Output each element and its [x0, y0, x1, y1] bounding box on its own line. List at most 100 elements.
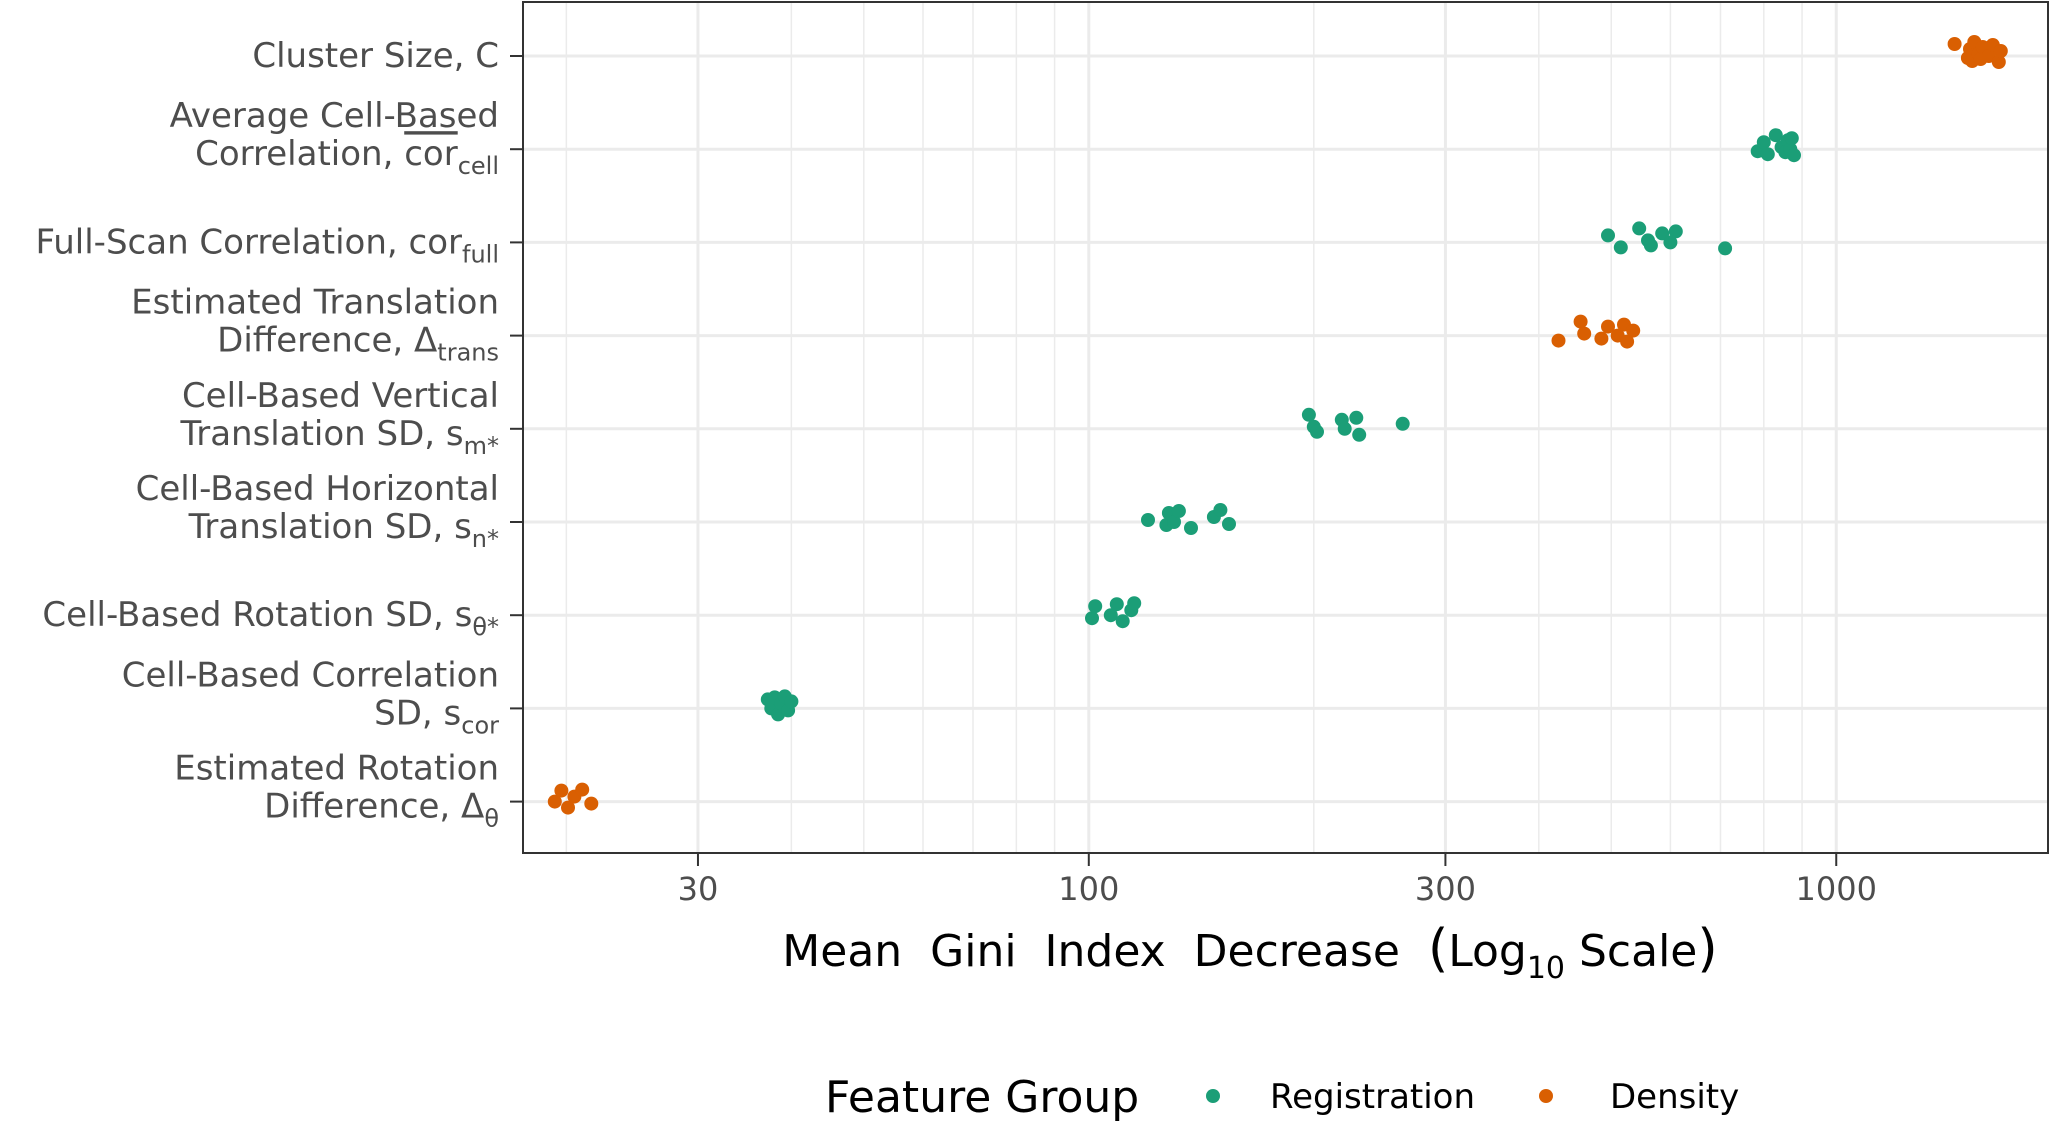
x-axis-title-log: Log: [1448, 926, 1527, 977]
point-registration: [1784, 131, 1799, 146]
x-tick-label: 1000: [1796, 870, 1877, 908]
y-label-text: SD, s: [374, 693, 461, 733]
point-density: [1620, 334, 1635, 349]
point-density: [1991, 55, 2006, 69]
y-axis: Cluster Size, C Average Cell-Based Correl…: [36, 36, 523, 833]
y-label-text: Average Cell-Based: [170, 96, 499, 136]
point-density: [1551, 333, 1566, 348]
y-label-text: Difference, Δ: [264, 787, 484, 827]
y-tick-label-line: Estimated Rotation: [174, 749, 499, 789]
point-registration: [1085, 611, 1099, 626]
point-registration: [1310, 424, 1324, 439]
y-label-text: Cell-Based Vertical: [182, 376, 499, 416]
x-axis-title-scale: Scale: [1565, 926, 1697, 977]
point-registration: [1395, 416, 1410, 431]
point-registration: [1718, 241, 1733, 256]
point-registration: [1632, 221, 1647, 236]
point-registration: [1109, 597, 1124, 612]
y-label-text: cor: [404, 134, 457, 174]
plot-panel-border: [522, 1, 2049, 854]
point-density: [1594, 331, 1609, 346]
point-registration: [1352, 427, 1367, 442]
point-registration: [1301, 407, 1316, 422]
y-label-subscript: m*: [464, 432, 499, 460]
legend-key-density: [1539, 1089, 1553, 1103]
point-registration: [1141, 513, 1155, 527]
y-label-text: Full-Scan Correlation, cor: [36, 222, 462, 262]
y-tick-label-line: Difference, Δθ: [264, 787, 499, 833]
point-registration: [1668, 224, 1683, 239]
y-label-subscript: full: [462, 240, 499, 268]
point-density: [1573, 314, 1588, 329]
point-registration: [1768, 128, 1783, 143]
point-registration: [1103, 608, 1118, 623]
y-tick-label-line: SD, scor: [374, 693, 499, 739]
y-label-text: Cell-Based Correlation: [122, 655, 499, 695]
x-tick-label: 100: [1058, 870, 1119, 908]
y-label-text: Difference, Δ: [217, 321, 437, 361]
point-registration: [1756, 135, 1771, 150]
point-registration: [1337, 421, 1352, 436]
point-registration: [1349, 410, 1364, 425]
y-tick-label-line: Difference, Δtrans: [217, 321, 499, 367]
x-axis-title: Mean Gini Index Decrease (Log10 Scale): [782, 919, 1717, 986]
point-registration: [1213, 503, 1228, 517]
y-label-text: Cluster Size, C: [252, 36, 499, 76]
point-registration: [1222, 517, 1236, 531]
x-axis-title-main: Mean Gini Index Decrease: [782, 926, 1428, 977]
point-registration: [1787, 148, 1801, 163]
y-label-subscript: cell: [458, 152, 499, 180]
x-axis-title-log-subscript: 10: [1527, 951, 1565, 986]
x-tick-label: 300: [1415, 870, 1476, 908]
y-tick-label-line: Correlation, corcell: [195, 134, 499, 180]
y-label-text: Estimated Rotation: [174, 749, 499, 789]
legend: Feature Group Registration Density: [825, 1072, 1739, 1122]
point-registration: [1171, 504, 1186, 518]
point-density: [1626, 323, 1641, 338]
point-density: [1577, 326, 1592, 341]
y-tick-label-line: Cluster Size, C: [252, 36, 499, 76]
point-density: [1947, 37, 1962, 51]
point-registration: [1663, 235, 1678, 250]
y-label-text: Correlation,: [195, 134, 404, 174]
y-label-text: Translation SD, s: [188, 507, 472, 547]
legend-label-registration: Registration: [1270, 1077, 1475, 1117]
x-tick-label: 30: [678, 870, 719, 908]
x-axis-title-open-paren: (: [1428, 919, 1448, 979]
point-density: [1993, 44, 2008, 58]
y-tick-label-line: Cell-Based Rotation SD, sθ*: [42, 595, 499, 641]
point-registration: [1760, 147, 1775, 162]
point-registration: [1643, 238, 1658, 253]
y-tick-label-line: Translation SD, sm*: [179, 414, 499, 460]
point-registration: [1613, 240, 1628, 255]
point-registration: [1184, 521, 1198, 535]
legend-title: Feature Group: [825, 1072, 1139, 1122]
y-label-text: Translation SD, s: [179, 414, 463, 454]
point-registration: [1088, 599, 1103, 614]
y-tick-label-line: Cell-Based Vertical: [182, 376, 499, 416]
y-label-text: Estimated Translation: [131, 283, 499, 323]
point-density: [547, 794, 562, 809]
y-label-subscript: θ: [484, 805, 499, 833]
point-registration: [1601, 228, 1615, 243]
point-density: [561, 800, 575, 815]
y-tick-label-line: Full-Scan Correlation, corfull: [36, 222, 499, 268]
legend-label-density: Density: [1610, 1077, 1739, 1117]
y-label-subscript: cor: [461, 711, 499, 739]
x-axis: 30 100 300 1000: [678, 853, 1877, 908]
point-registration: [1655, 226, 1670, 241]
y-tick-label-line: Cell-Based Horizontal: [136, 469, 499, 509]
point-registration: [1167, 515, 1181, 529]
point-registration: [1115, 614, 1130, 629]
point-density: [575, 782, 590, 797]
legend-key-registration: [1206, 1089, 1220, 1103]
y-label-text: Cell-Based Horizontal: [136, 469, 499, 509]
y-label-subscript: n*: [472, 525, 499, 553]
y-label-subscript: θ*: [472, 613, 499, 641]
y-label-subscript: trans: [437, 339, 499, 367]
point-density: [554, 783, 569, 798]
point-registration: [784, 694, 799, 709]
point-density: [1601, 319, 1615, 334]
